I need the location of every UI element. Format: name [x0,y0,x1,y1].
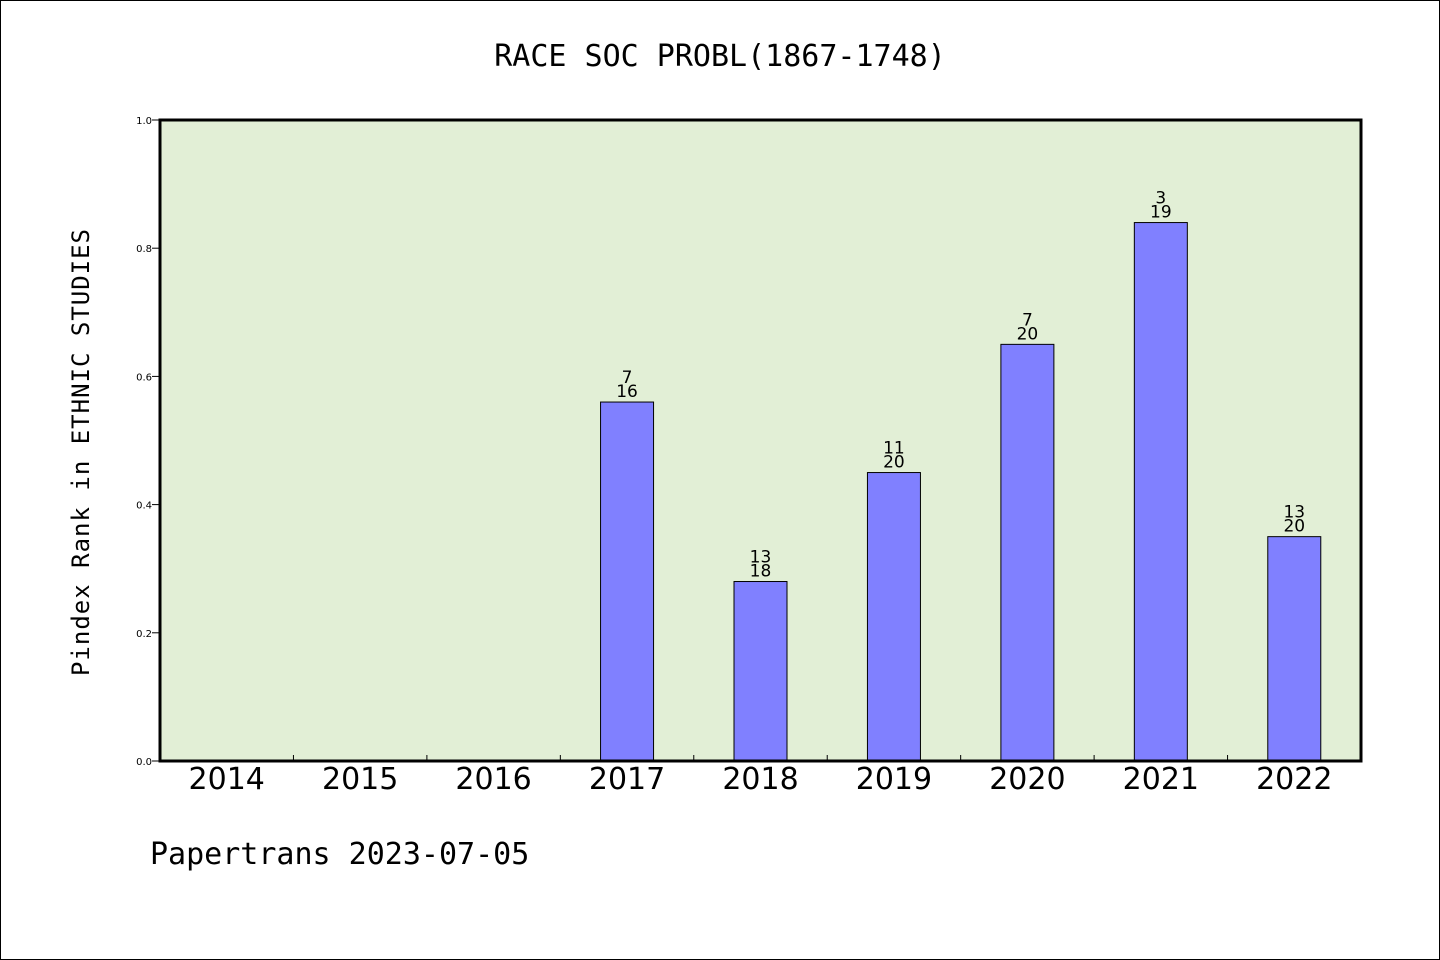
y-axis-ticks: 0.0 0.2 0.4 0.6 0.8 1.0 [136,116,160,768]
bar-rank-label: 3 [1155,189,1166,209]
x-tick-label: 2015 [322,762,398,797]
bar-rank-label: 11 [883,439,905,459]
bar-total-label: 18 [750,562,772,582]
bar-total-label: 20 [883,453,905,473]
bar [866,472,921,762]
x-tick-label: 2022 [1256,762,1332,797]
bar-total-label: 20 [1017,324,1039,344]
y-tick-label: 0.6 [136,372,152,383]
bar-total-label: 20 [1283,517,1305,537]
bar-rank-label: 13 [1283,503,1305,523]
x-tick-label: 2018 [722,762,798,797]
bar-rank-label: 7 [1022,310,1033,330]
bar [1133,222,1188,762]
bar [1267,536,1322,762]
y-tick-label: 0.8 [136,244,152,255]
y-axis-label: Pindex Rank in ETHNIC STUDIES [67,228,95,676]
y-tick-label: 0.2 [136,629,152,640]
y-tick-label: 0.4 [136,501,152,512]
x-tick-label: 2016 [455,762,531,797]
bar-total-label: 19 [1150,203,1172,223]
x-tick-label: 2019 [856,762,932,797]
x-axis-ticks: 2014 2015 2016 2017 2018 2019 2020 2021 2022 [189,755,1332,797]
y-tick-label: 1.0 [136,116,152,127]
bar-rank-label: 13 [750,548,772,568]
bar [733,581,788,762]
bar-total-label: 16 [616,382,638,402]
x-tick-label: 2014 [189,762,265,797]
footer-text: Papertrans 2023-07-05 [150,837,529,872]
y-tick-label: 0.0 [136,757,152,768]
bar [600,401,655,762]
chart-title: RACE SOC PROBL(1867-1748) [494,39,946,74]
plot-border [158,118,1363,763]
x-tick-label: 2021 [1123,762,1199,797]
bar-rank-label: 7 [622,368,633,388]
x-tick-label: 2017 [589,762,665,797]
x-tick-label: 2020 [989,762,1065,797]
bar [1000,343,1055,762]
